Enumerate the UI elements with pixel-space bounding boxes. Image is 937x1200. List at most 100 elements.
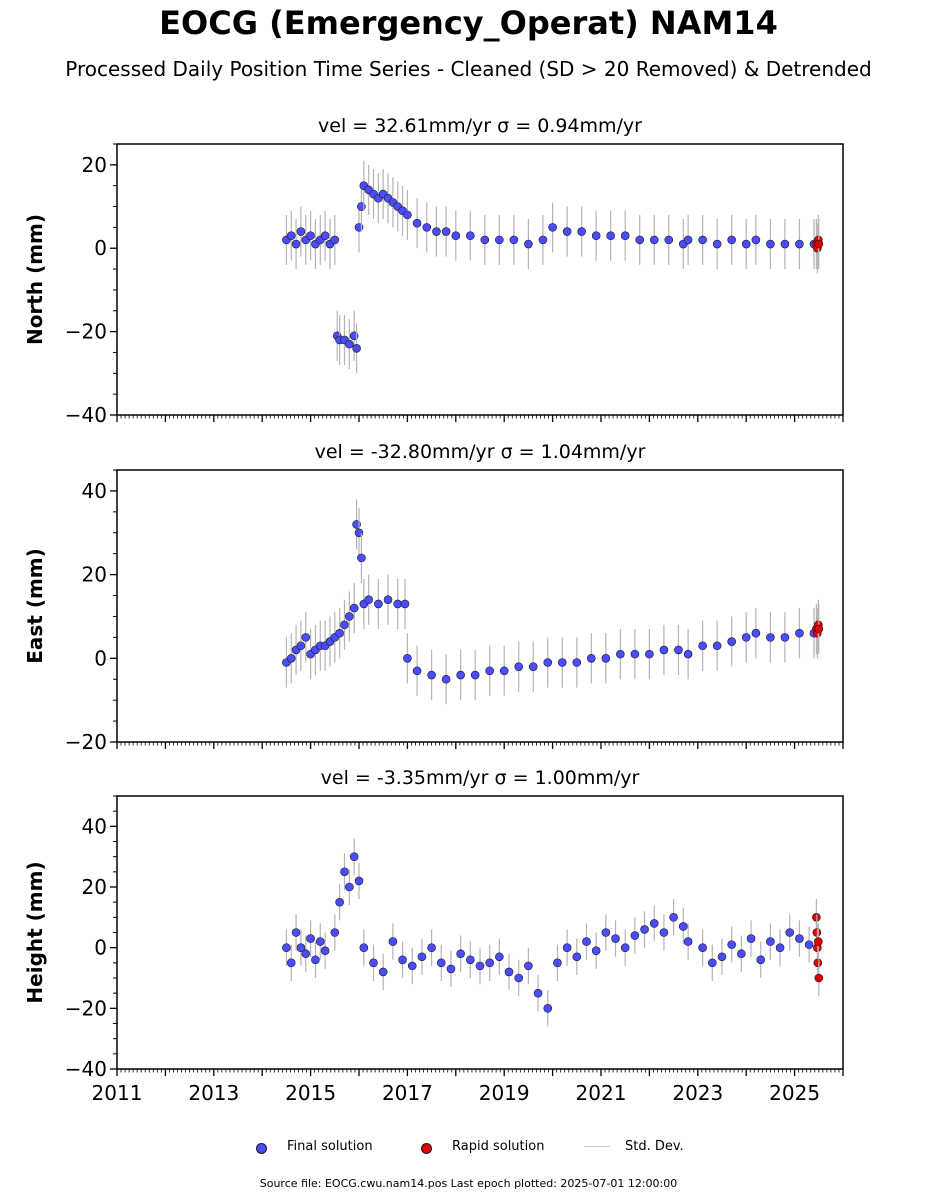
final-solution-point [475, 961, 485, 971]
y-tick-label: −40 [65, 403, 107, 427]
legend: Final solution Rapid solution Std. Dev. [0, 1136, 937, 1158]
final-solution-point [393, 599, 403, 609]
final-solution-point [780, 633, 790, 642]
final-solution-point [306, 934, 315, 943]
final-solution-point [766, 937, 775, 946]
final-solution-point [286, 958, 296, 968]
final-solution-point [785, 928, 795, 937]
final-solution-point [374, 599, 383, 609]
y-tick-label: −40 [65, 1057, 107, 1081]
final-solution-point [795, 934, 804, 943]
final-solution-point [737, 949, 746, 959]
data-points [282, 838, 824, 1027]
final-solution-point [698, 943, 707, 952]
final-solution-point [548, 223, 557, 232]
final-solution-point [683, 937, 693, 946]
y-tick-label: 0 [94, 936, 107, 960]
final-solution-point [470, 670, 480, 680]
final-solution-point [683, 649, 693, 659]
final-solution-point [674, 645, 683, 655]
y-axis-label: North (mm) [23, 214, 47, 345]
subplot-2: vel = -32.80mm/yr σ = 1.04mm/yr East (mm)… [23, 441, 844, 754]
final-solution-point [591, 231, 601, 241]
y-tick-label: −20 [65, 320, 107, 344]
final-solution-point [296, 641, 306, 651]
final-solution-point [403, 210, 412, 220]
final-solution-point [441, 227, 451, 236]
final-solution-point [741, 633, 751, 642]
final-solution-point [485, 958, 494, 968]
final-solution-point [400, 599, 410, 609]
final-solution-point [330, 928, 340, 937]
final-solution-point [345, 612, 354, 621]
y-tick-label: 40 [82, 814, 107, 838]
final-solution-point [388, 937, 398, 946]
y-tick-label: 0 [94, 236, 107, 260]
axes-frame [116, 795, 844, 1070]
final-solution-point [635, 235, 645, 245]
final-solution-point [616, 649, 625, 659]
y-tick-label: 20 [82, 563, 107, 587]
final-solution-point [562, 943, 572, 952]
final-solution-point [427, 943, 436, 952]
final-solution-point [741, 239, 751, 249]
final-solution-point [804, 940, 814, 949]
final-solution-point [766, 239, 775, 249]
final-solution-point [495, 235, 504, 245]
final-solution-point [291, 928, 301, 937]
final-solution-point [640, 925, 649, 934]
final-solution-point [417, 952, 427, 962]
final-solution-point [524, 961, 533, 971]
final-solution-point [775, 943, 785, 952]
final-solution-point [286, 654, 296, 663]
x-tick-label: 2019 [479, 1081, 530, 1105]
final-solution-point [441, 674, 451, 684]
final-solution-point [572, 658, 582, 667]
data-points [282, 499, 824, 705]
final-solution-point [659, 928, 669, 937]
final-solution-point [751, 628, 761, 638]
final-solution-point [359, 943, 369, 952]
final-solution-point [306, 231, 315, 241]
final-solution-point [349, 852, 359, 861]
x-tick-label: 2013 [188, 1081, 239, 1105]
final-solution-point [572, 952, 582, 962]
final-solution-point [514, 662, 524, 671]
final-solution-point [756, 955, 766, 965]
final-solution-point [795, 628, 804, 638]
final-solution-point [509, 235, 519, 245]
final-solution-point [349, 603, 359, 613]
final-solution-point [427, 670, 436, 680]
final-solution-point [480, 235, 490, 245]
subplot-1: vel = 32.61mm/yr σ = 0.94mm/yr North (mm)… [23, 115, 844, 427]
legend-stddev-marker [584, 1146, 610, 1147]
final-solution-point [727, 940, 736, 949]
final-solution-point [795, 239, 804, 249]
final-solution-point [659, 645, 669, 655]
final-solution-point [378, 967, 388, 977]
final-solution-point [364, 595, 373, 605]
page-subtitle: Processed Daily Position Time Series - C… [65, 57, 872, 81]
final-solution-point [504, 967, 514, 977]
data-points [282, 160, 824, 374]
y-axis-label: Height (mm) [23, 861, 47, 1003]
final-solution-point [412, 218, 422, 228]
final-solution-point [436, 958, 446, 968]
final-solution-point [620, 231, 630, 241]
axes-frame [116, 469, 844, 743]
final-solution-point [649, 235, 659, 245]
final-solution-point [620, 943, 630, 952]
final-solution-point [587, 654, 596, 663]
final-solution-point [582, 937, 591, 946]
x-tick-label: 2023 [672, 1081, 723, 1105]
y-axis-label: East (mm) [23, 548, 47, 664]
final-solution-point [286, 231, 296, 241]
x-tick-label: 2021 [576, 1081, 627, 1105]
final-solution-point [499, 666, 509, 676]
final-solution-point [282, 943, 291, 952]
final-solution-point [698, 235, 707, 245]
x-tick-label: 2015 [285, 1081, 336, 1105]
final-solution-point [766, 633, 775, 642]
rapid-solution-point [813, 958, 823, 968]
